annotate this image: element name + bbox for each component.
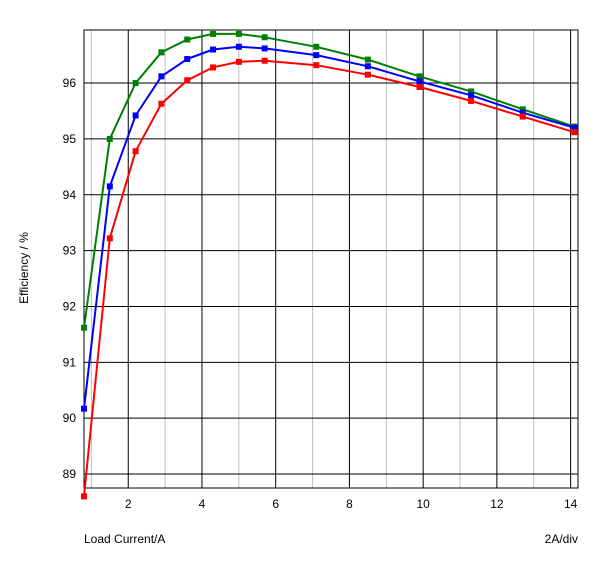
data-point [210, 30, 217, 37]
x-tick-label: 8 [346, 497, 353, 511]
y-tick-label: 94 [63, 188, 77, 202]
series-layer [81, 30, 578, 500]
data-point [571, 124, 578, 131]
data-point [313, 62, 320, 69]
data-point [261, 34, 268, 41]
y-tick-label: 96 [63, 76, 77, 90]
x-axis-label: Load Current/A [84, 532, 165, 546]
data-point [468, 97, 475, 104]
data-point [210, 46, 217, 53]
data-point [132, 148, 139, 155]
y-tick-label: 91 [63, 355, 77, 369]
y-tick-label: 89 [63, 467, 77, 481]
data-point [158, 49, 165, 56]
series-line [83, 45, 575, 409]
data-point [81, 405, 87, 412]
x-tick-label: 4 [199, 497, 206, 511]
data-point [81, 324, 87, 331]
data-point [106, 235, 113, 242]
data-point [416, 78, 423, 85]
major-gridlines [84, 30, 578, 488]
data-point [364, 56, 371, 63]
y-tick-label: 93 [63, 244, 77, 258]
y-tick-label: 95 [63, 132, 77, 146]
x-tick-label: 6 [272, 497, 279, 511]
data-point [106, 183, 113, 190]
x-tick-label: 10 [416, 497, 430, 511]
series-3 [81, 57, 578, 500]
data-point [210, 64, 217, 71]
data-point [158, 100, 165, 107]
data-point [468, 88, 475, 95]
x-tick-label: 14 [564, 497, 578, 511]
plot-frame [83, 29, 579, 489]
data-point [132, 80, 139, 87]
data-point [235, 30, 242, 37]
data-point [261, 45, 268, 52]
data-point [416, 83, 423, 90]
data-point [235, 58, 242, 65]
series-line [83, 32, 575, 328]
y-axis-label: Efficiency / % [17, 232, 31, 304]
series-line [83, 59, 575, 497]
data-point [158, 73, 165, 80]
data-point [184, 36, 191, 43]
data-point [519, 113, 526, 120]
y-tick-label: 92 [63, 299, 77, 313]
data-point [313, 43, 320, 50]
x-tick-label: 12 [490, 497, 504, 511]
data-point [364, 63, 371, 70]
data-point [519, 106, 526, 113]
data-point [184, 56, 191, 63]
data-point [519, 109, 526, 116]
x-scale-note: 2A/div [545, 532, 578, 546]
y-tick-labels: 89 90 91 92 93 94 95 96 [63, 76, 77, 481]
data-point [81, 493, 87, 500]
data-point [261, 57, 268, 64]
x-tick-label: 2 [125, 497, 132, 511]
data-point [571, 129, 578, 136]
x-tick-labels: 2 4 6 8 10 12 14 [125, 497, 578, 511]
data-point [313, 52, 320, 59]
minor-gridlines [90, 30, 535, 488]
data-point [235, 43, 242, 50]
data-point [364, 71, 371, 78]
y-tick-label: 90 [63, 411, 77, 425]
series-2 [81, 43, 578, 412]
data-point [468, 92, 475, 99]
data-point [184, 77, 191, 84]
series-1 [81, 30, 578, 331]
data-point [132, 112, 139, 119]
data-point [416, 73, 423, 80]
data-point [106, 135, 113, 142]
